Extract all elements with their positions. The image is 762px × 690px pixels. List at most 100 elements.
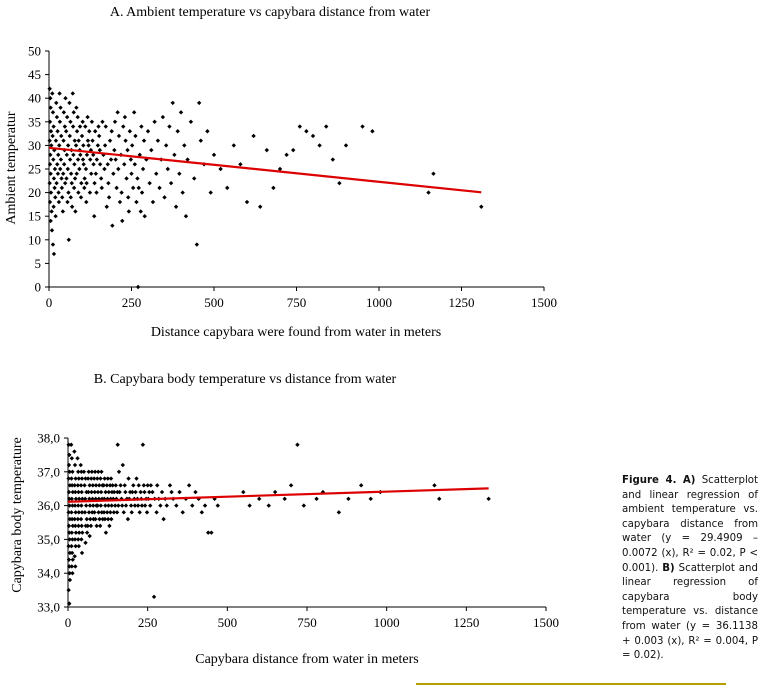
chart-b-data-point: [73, 510, 78, 515]
chart-a-data-point: [76, 138, 81, 143]
chart-a-data-point: [85, 138, 91, 143]
chart-b-data-point: [116, 503, 121, 508]
chart-a-data-point: [178, 110, 184, 115]
chart-a-data-point: [92, 180, 97, 186]
chart-b-data-point: [145, 483, 150, 488]
chart-a-data-point: [84, 199, 89, 205]
chart-a-data-point: [198, 138, 203, 143]
chart-b-data-point: [83, 540, 88, 545]
chart-b-data-point: [437, 496, 442, 502]
chart-b-data-point: [147, 489, 152, 495]
chart-a-data-point: [50, 110, 56, 115]
chart-a-data-point: [82, 185, 87, 191]
chart-b-data-point: [95, 476, 100, 481]
chart-a-data-point: [47, 199, 53, 205]
chart-a-data-point: [103, 124, 108, 129]
chart-b-x-tick-label: 750: [297, 615, 317, 630]
chart-a-data-point: [117, 199, 123, 205]
chart-b-data-point: [98, 476, 103, 481]
chart-a-data-point: [48, 190, 54, 195]
chart-b-data-point: [76, 476, 82, 481]
chart-b-data-point: [70, 557, 75, 562]
chart-a-x-axis-label: Distance capybara were found from water …: [151, 325, 441, 340]
chart-b-data-point: [109, 489, 115, 495]
chart-a-data-point: [106, 180, 111, 186]
chart-b-data-point: [130, 489, 135, 495]
chart-a-data-point: [80, 157, 86, 162]
chart-a-data-point: [61, 162, 67, 167]
chart-a-data-point: [271, 185, 276, 191]
chart-a-data-point: [60, 195, 65, 200]
chart-a-data-point: [76, 190, 81, 195]
chart-b-data-point: [190, 503, 195, 508]
chart-b-y-tick-label: 38,0: [37, 431, 60, 446]
chart-b-data-point: [314, 496, 319, 502]
chart-a-x-tick-label: 500: [204, 295, 224, 310]
chart-a-data-point: [177, 171, 182, 176]
chart-b-data-point: [106, 503, 111, 508]
chart-a-x-tick-label: 0: [46, 295, 53, 310]
chart-a-data-point: [87, 190, 93, 195]
chart-b-data-point: [75, 483, 81, 488]
chart-a-data-point: [138, 209, 143, 214]
chart-b-data-point: [119, 503, 125, 508]
chart-a-data-point: [165, 166, 170, 172]
chart-a-data-point: [111, 171, 116, 176]
chart-a-data-point: [180, 190, 185, 195]
chart-b-data-point: [95, 503, 100, 508]
chart-a-data-point: [83, 124, 88, 129]
chart-b-data-point: [70, 503, 75, 508]
chart-a-data-point: [211, 152, 217, 158]
chart-b-data-point: [193, 489, 198, 495]
chart-a-data-point: [160, 114, 166, 120]
chart-a-data-point: [53, 138, 59, 143]
chart-a-data-point: [157, 185, 162, 191]
chart-a-data-point: [135, 176, 140, 181]
chart-b-data-point: [73, 476, 78, 481]
chart-a-data-point: [145, 129, 151, 134]
chart-b-data-point: [109, 516, 114, 522]
chart-b-data-point: [336, 510, 342, 515]
chart-b-data-point: [75, 469, 81, 474]
chart-b-data-point: [79, 537, 84, 542]
chart-a-data-point: [225, 185, 230, 191]
chart-a-data-point: [163, 143, 169, 148]
chart-b-data-point: [131, 483, 136, 488]
chart-a-data-point: [69, 204, 75, 209]
chart-a-data-point: [124, 176, 129, 181]
chart-a-data-point: [194, 242, 200, 247]
chart-b-data-point: [67, 564, 72, 569]
chart-b-data-point: [158, 503, 163, 508]
chart-a-data-point: [72, 138, 77, 143]
chart-a-data-point: [68, 195, 73, 200]
chart-b-data-point: [126, 476, 131, 481]
chart-b-data-point: [127, 489, 133, 495]
caption-a-tag: A): [682, 475, 696, 486]
chart-a-title: A. Ambient temperature vs capybara dista…: [110, 5, 431, 20]
chart-b-data-point: [103, 489, 108, 495]
chart-b-data-point: [67, 496, 72, 502]
chart-b-data-point: [88, 523, 94, 529]
chart-a-y-tick-label: 0: [35, 280, 42, 295]
chart-a-data-point: [67, 100, 72, 106]
chart-b-data-point: [76, 543, 82, 549]
chart-b-data-point: [69, 510, 74, 515]
chart-b-data-point: [107, 483, 113, 488]
chart-b-data-point: [125, 516, 131, 522]
chart-b-data-point: [151, 594, 157, 600]
chart-b-data-point: [80, 496, 85, 502]
chart-a-data-point: [71, 185, 77, 191]
chart-a-data-point: [47, 138, 52, 143]
chart-b-data-point: [122, 483, 127, 488]
chart-b-data-point: [79, 523, 84, 529]
chart-b-data-point: [91, 476, 97, 481]
chart-b-data-point: [86, 469, 91, 474]
chart-b-data-point: [155, 483, 160, 488]
chart-a-data-point: [64, 114, 70, 120]
chart-b-data-point: [86, 489, 91, 495]
chart-a-data-point: [218, 166, 223, 172]
chart-a-y-tick-label: 15: [28, 209, 41, 224]
chart-b-data-point: [90, 483, 96, 488]
chart-b-data-point: [120, 462, 126, 468]
chart-a-data-point: [139, 124, 144, 129]
